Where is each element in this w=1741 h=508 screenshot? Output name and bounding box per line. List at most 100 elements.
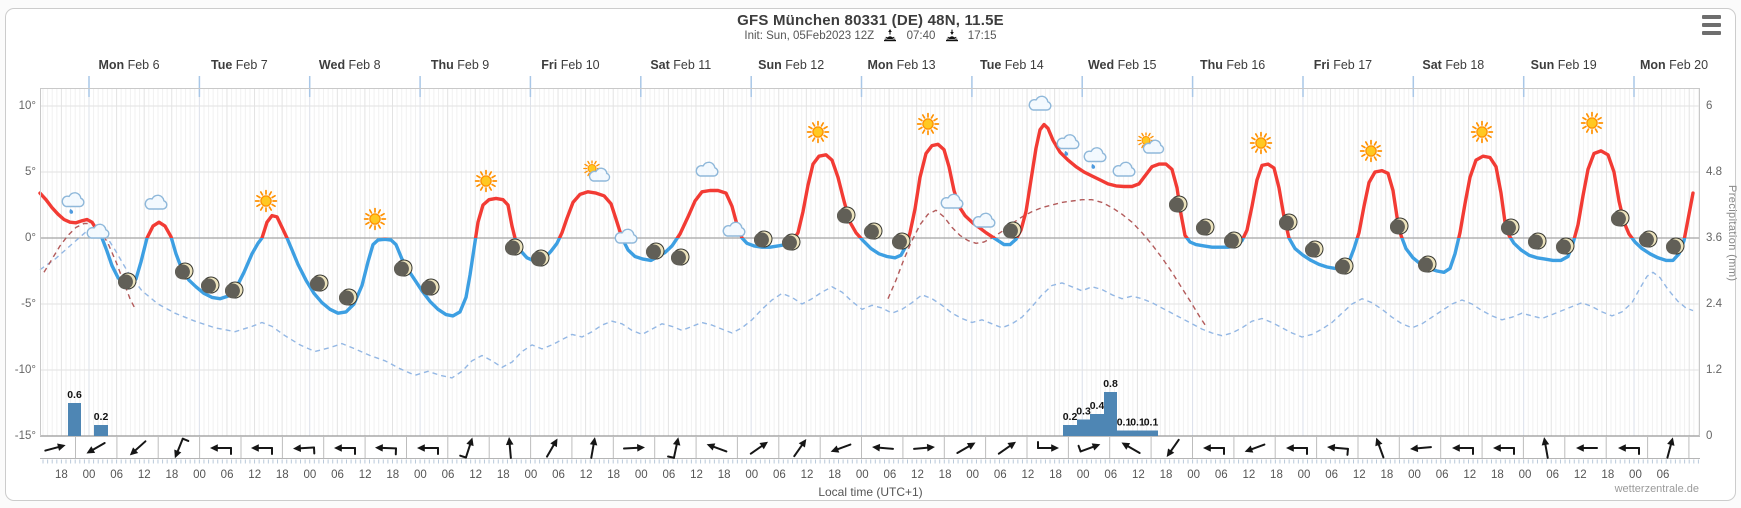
wind-arrow-icon bbox=[505, 437, 514, 459]
hour-label: 18 bbox=[828, 469, 842, 481]
temp-axis-tick: -10° bbox=[14, 364, 36, 376]
moon-icon bbox=[1610, 208, 1631, 228]
precip-bar bbox=[1104, 392, 1117, 436]
hour-label: 00 bbox=[413, 469, 427, 481]
wind-arrow-icon bbox=[210, 444, 232, 455]
precip-bar bbox=[1131, 430, 1144, 436]
precip-axis-title: Precipitation (mm) bbox=[1726, 185, 1738, 282]
hour-label: 06 bbox=[331, 469, 344, 481]
moon-icon bbox=[1500, 217, 1521, 237]
day-label: Sun Feb 12 bbox=[758, 58, 825, 72]
wind-arrow-icon bbox=[1121, 442, 1141, 454]
sun-icon bbox=[1470, 120, 1494, 144]
wind-cell-dividers bbox=[75, 437, 1690, 458]
day-label: Thu Feb 9 bbox=[430, 58, 490, 72]
precip-axis-tick: 1.2 bbox=[1706, 364, 1722, 376]
hour-label: 18 bbox=[386, 469, 400, 481]
moon-icon bbox=[1638, 229, 1659, 249]
precip-bar bbox=[1063, 425, 1077, 436]
menu-bar bbox=[1702, 31, 1721, 35]
hour-label: 12 bbox=[358, 469, 372, 481]
hour-label: 00 bbox=[303, 469, 317, 481]
moon-icon bbox=[1334, 256, 1355, 276]
wind-arrow-icon bbox=[334, 444, 356, 455]
hour-label: 00 bbox=[193, 469, 206, 481]
hour-label: 18 bbox=[717, 469, 731, 481]
hour-label: 12 bbox=[469, 469, 483, 481]
sun-icon bbox=[1249, 131, 1273, 155]
hour-label: 00 bbox=[855, 469, 869, 481]
chart-subtitle: Init: Sun, 05Feb2023 12Z 07:40 17:15 bbox=[0, 29, 1741, 43]
wind-arrow-icon bbox=[417, 444, 439, 455]
wind-arrow-icon bbox=[1493, 444, 1515, 455]
hour-label: 00 bbox=[634, 469, 648, 481]
moon-icon bbox=[1417, 254, 1438, 274]
sun-icon bbox=[1359, 139, 1383, 163]
wind-arrow-icon bbox=[830, 443, 852, 453]
cloud-icon bbox=[84, 223, 112, 242]
hour-label: 12 bbox=[1021, 469, 1035, 481]
wind-arrow-icon bbox=[251, 444, 273, 455]
moon-icon bbox=[1304, 239, 1325, 259]
day-label: Fri Feb 10 bbox=[541, 58, 600, 72]
wind-arrow-icon bbox=[174, 437, 190, 459]
day-label: Tue Feb 7 bbox=[210, 58, 268, 72]
wind-arrow-icon bbox=[1541, 437, 1550, 459]
wind-arrow-icon bbox=[1166, 438, 1180, 458]
moon-icon bbox=[1665, 236, 1686, 256]
hour-label: 06 bbox=[993, 469, 1007, 481]
hamburger-menu-icon[interactable] bbox=[1702, 14, 1724, 36]
dashed-blue-secondary-curve bbox=[39, 226, 1694, 379]
wind-arrow-icon bbox=[459, 437, 474, 459]
moon-icon bbox=[200, 275, 221, 295]
day-label: Wed Feb 15 bbox=[1087, 58, 1157, 72]
precip-bar bbox=[1090, 414, 1104, 436]
day-label: Sat Feb 18 bbox=[1422, 58, 1485, 72]
hour-label: 18 bbox=[1380, 469, 1394, 481]
day-label: Wed Feb 8 bbox=[318, 58, 381, 72]
wind-arrow-icon bbox=[793, 438, 807, 458]
hour-gridlines bbox=[42, 88, 1699, 436]
hour-label: 12 bbox=[800, 469, 814, 481]
moon-icon bbox=[420, 277, 441, 297]
cloud-icon bbox=[693, 161, 721, 180]
hour-label: 12 bbox=[248, 469, 262, 481]
hour-label: 06 bbox=[110, 469, 124, 481]
moon-icon bbox=[670, 247, 691, 267]
hour-label: 18 bbox=[1159, 469, 1173, 481]
hour-label: 06 bbox=[1656, 469, 1670, 481]
wind-arrow-icon bbox=[129, 440, 147, 456]
sun-icon bbox=[254, 189, 278, 213]
hour-label: 00 bbox=[745, 469, 759, 481]
cloud-icon bbox=[938, 193, 966, 212]
precip-bar-label: 0.1 bbox=[1117, 417, 1132, 429]
wind-arrow-icon bbox=[1037, 441, 1059, 452]
precip-bar bbox=[1117, 430, 1131, 436]
moon-icon bbox=[1223, 230, 1244, 250]
precip-bar bbox=[94, 425, 108, 436]
wind-arrow-icon bbox=[706, 443, 728, 453]
precip-bar bbox=[1144, 430, 1158, 436]
precip-bar-label: 0.3 bbox=[1076, 406, 1091, 418]
wind-arrow-icon bbox=[1203, 444, 1225, 455]
hour-label: 18 bbox=[1601, 469, 1615, 481]
hour-label: 06 bbox=[772, 469, 786, 481]
moon-icon bbox=[174, 261, 195, 281]
cloud-icon bbox=[142, 194, 170, 213]
hour-label: 06 bbox=[662, 469, 676, 481]
hour-label: 06 bbox=[1214, 469, 1228, 481]
wind-arrow-icon bbox=[872, 443, 894, 452]
precip-axis-tick: 6 bbox=[1706, 100, 1713, 112]
precip-bar-label: 0.8 bbox=[1103, 378, 1118, 390]
temp-axis-tick: -15° bbox=[14, 430, 36, 442]
moon-icon bbox=[781, 232, 802, 252]
hour-label: 18 bbox=[165, 469, 179, 481]
cloud-rain-icon bbox=[59, 192, 87, 218]
cloud-icon bbox=[970, 212, 998, 231]
hour-label: 18 bbox=[938, 469, 952, 481]
hour-label: 18 bbox=[496, 469, 510, 481]
wind-arrow-icon bbox=[546, 438, 558, 458]
temp-axis-tick: 5° bbox=[25, 166, 36, 178]
moon-icon bbox=[530, 248, 551, 268]
